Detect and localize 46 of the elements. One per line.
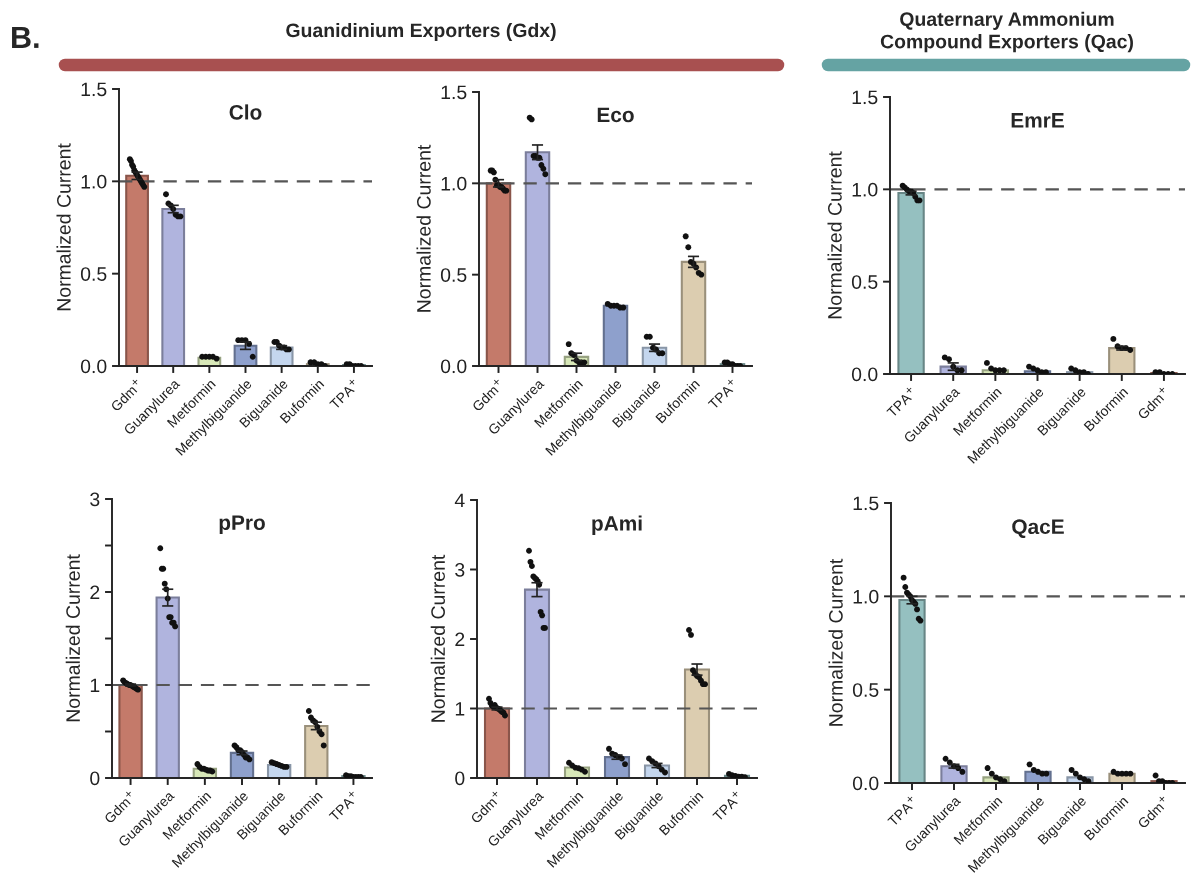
y-tick-label: 0.5	[852, 683, 879, 697]
text: EmrE	[1011, 113, 1064, 128]
y-tick-label: 1.0	[441, 176, 467, 191]
y-tick-label: 0.0	[852, 776, 879, 791]
y-tick-label: 4	[454, 493, 465, 508]
y-axis-title: Normalized Current	[416, 144, 431, 312]
y-tick-label: 0	[90, 771, 100, 786]
y-tick-label: 1.5	[853, 496, 879, 511]
y-tick-label: 3	[90, 492, 100, 507]
x-tick-label: TPA$^{+}$	[327, 789, 360, 822]
y-tick-label: 1.5	[852, 90, 878, 105]
y-tick-label: 0	[455, 771, 465, 786]
text: B.	[12, 26, 39, 48]
y-tick-label: 1.0	[853, 589, 879, 604]
y-tick-label: 0.0	[851, 367, 878, 382]
y-tick-label: 0.5	[80, 267, 107, 281]
y-tick-label: 1	[455, 702, 465, 716]
y-tick-label: 1	[90, 678, 100, 693]
y-tick-label: 0.0	[80, 359, 107, 374]
x-tick-label: Gdm$^{+}$	[1135, 794, 1171, 829]
y-tick-label: 2	[90, 585, 100, 600]
y-tick-label: 0.5	[851, 275, 878, 289]
text: pAmi	[592, 515, 642, 535]
x-tick-label: Gdm$^{+}$	[1135, 385, 1170, 420]
y-tick-label: 3	[455, 562, 465, 577]
y-axis-title: Normalized Current	[827, 151, 842, 319]
y-tick-label: 1.5	[81, 82, 107, 97]
x-tick-label: TPA$^{+}$	[327, 377, 360, 410]
y-axis-title: Normalized Current	[56, 143, 71, 311]
y-tick-label: 0.0	[440, 359, 467, 374]
text: Clo	[229, 104, 262, 120]
y-tick-label: 1.0	[81, 174, 107, 189]
y-tick-label: 1.0	[852, 182, 878, 197]
y-tick-label: 0.5	[440, 268, 467, 282]
y-axis-title: Normalized Current	[828, 558, 843, 726]
y-axis-title: Normalized Current	[430, 554, 445, 722]
text: Quaternary Ammonium Compound Exporters (Qac)	[880, 11, 1133, 53]
x-tick-label: TPA$^{+}$	[710, 789, 744, 822]
text: pPro	[219, 515, 265, 535]
text: Eco	[597, 107, 634, 123]
x-tick-label: TPA$^{+}$	[706, 377, 739, 410]
y-tick-label: 2	[455, 632, 465, 647]
y-axis-title: Normalized Current	[65, 554, 80, 722]
text: Guanidinium Exporters (Gdx)	[286, 22, 556, 42]
text: QacE	[1012, 519, 1064, 538]
y-tick-label: 1.5	[441, 85, 467, 100]
